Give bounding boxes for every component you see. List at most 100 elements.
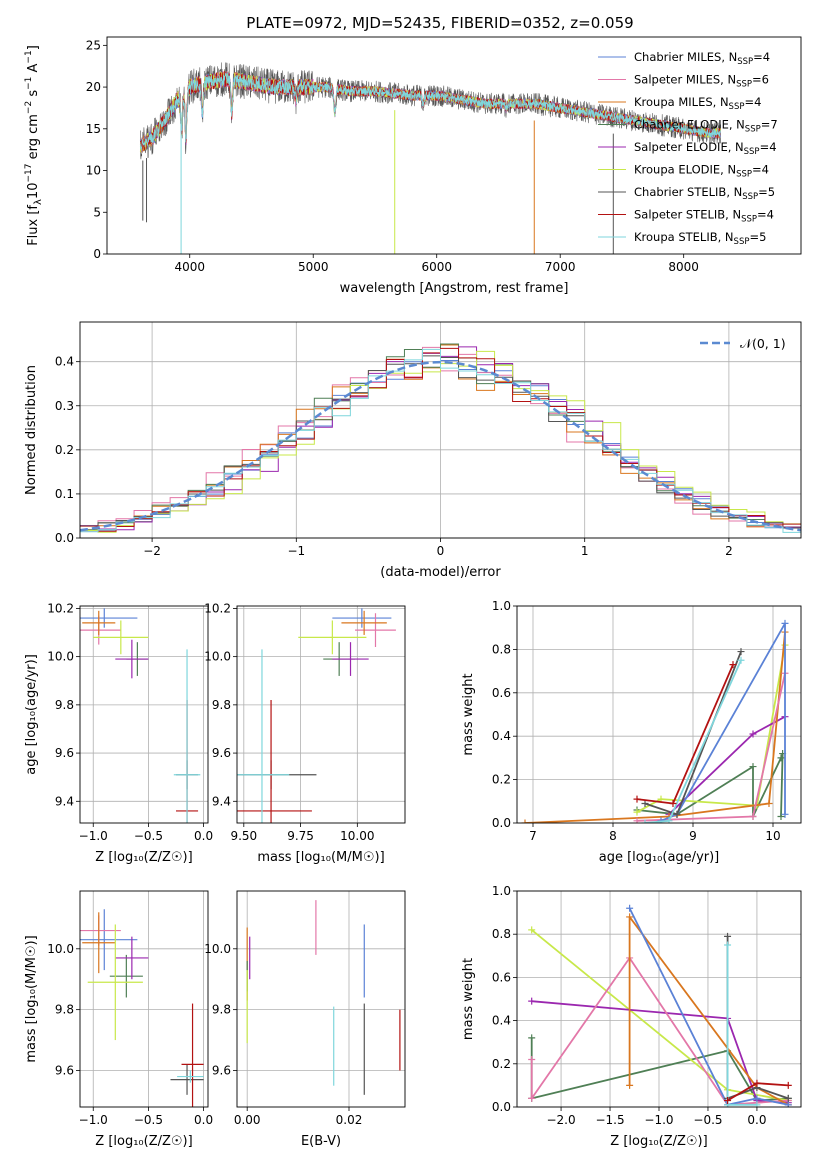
- normal-reference-curve: [80, 360, 801, 532]
- x-axis-label: E(B-V): [301, 1134, 341, 1149]
- weight-marker-7: [753, 1079, 761, 1087]
- legend-sub: SSP: [729, 102, 745, 112]
- weight-marker-6: [724, 932, 732, 940]
- weight-line-2: [628, 916, 789, 1106]
- legend-tail: =7: [761, 118, 778, 132]
- y-tick-label: 9.4: [212, 794, 231, 808]
- y-tick-label: 1.0: [492, 884, 511, 898]
- weight-marker-5: [528, 926, 536, 934]
- legend-name: Kroupa ELODIE, N: [634, 163, 736, 177]
- x-tick-label: −1.0: [79, 829, 108, 843]
- weight-marker-7: [784, 1081, 792, 1089]
- weight-marker-0: [781, 619, 789, 627]
- x-tick-label: 0: [437, 544, 445, 558]
- y-tick-label: 0: [93, 247, 101, 261]
- legend-tail: =5: [758, 185, 775, 199]
- axes-frame: [516, 605, 802, 824]
- y-tick-label: 10.0: [47, 942, 74, 956]
- y-axis-label-part: λ: [33, 199, 44, 205]
- y-tick-label: 0.4: [492, 729, 511, 743]
- y-axis-label: mass weight: [461, 673, 476, 755]
- y-tick-label: 10.2: [47, 601, 74, 615]
- weight-marker-6: [784, 1094, 792, 1102]
- y-tick-label: 0.2: [492, 773, 511, 787]
- legend-sub: SSP: [737, 57, 753, 67]
- x-tick-label: 10.00: [340, 829, 374, 843]
- plot-area: [528, 904, 792, 1107]
- x-tick-label: 7000: [545, 260, 576, 274]
- x-tick-label: −1.5: [595, 1113, 624, 1127]
- x-tick-label: 9.50: [230, 829, 257, 843]
- x-tick-label: 9: [689, 829, 697, 843]
- legend-entry: Kroupa MILES, NSSP=4: [634, 95, 761, 112]
- y-tick-label: 9.8: [212, 1003, 231, 1017]
- legend-entry: 𝒩(0, 1): [740, 336, 786, 351]
- y-axis-label-part: −2: [24, 101, 34, 114]
- y-axis-label: Flux [fλ10−17 erg cm−2 s−1 A−1]: [24, 45, 44, 246]
- axes-frame: [236, 605, 406, 824]
- panel-residual_hist: −2 −1 0 1 2 0.0 0.1 0.2 0.3 0.4 (data-model)/error…: [24, 321, 802, 580]
- x-axis-label: Z [log₁₀(Z/Z☉)]: [95, 850, 192, 865]
- x-tick-label: 0.0: [194, 829, 213, 843]
- legend-sub: SSP: [742, 192, 758, 202]
- legend-name: Chabrier MILES, N: [634, 50, 737, 64]
- legend-sub: SSP: [736, 170, 752, 180]
- weight-marker-1: [528, 1055, 536, 1063]
- weight-marker-2: [626, 913, 634, 921]
- legend-entry: Chabrier STELIB, NSSP=5: [634, 185, 775, 202]
- weight-marker-4: [749, 730, 757, 738]
- legend-tail: =5: [749, 230, 766, 244]
- weight-marker-1: [749, 812, 757, 820]
- x-tick-label: 4000: [174, 260, 205, 274]
- y-tick-label: 9.6: [55, 1063, 74, 1077]
- x-axis-label: Z [log₁₀(Z/Z☉)]: [95, 1134, 192, 1149]
- weight-marker-3: [777, 754, 785, 762]
- axes-frame: [79, 890, 209, 1108]
- panel-mass_vs_Z: −1.0 −0.5 0.0 9.6 9.8 10.0 Z [log₁₀(Z/Z☉)] mass…: [24, 890, 213, 1149]
- x-tick-label: 8000: [668, 260, 699, 274]
- y-axis-label-part: −17: [24, 164, 34, 183]
- legend-name: Salpeter STELIB, N: [634, 208, 741, 222]
- weight-marker-4: [528, 997, 536, 1005]
- axes-frame: [79, 605, 209, 824]
- x-tick-label: −2.0: [546, 1113, 575, 1127]
- x-tick-label: −0.5: [693, 1113, 722, 1127]
- legend-entry: Salpeter ELODIE, NSSP=4: [634, 140, 777, 157]
- x-axis-label: age [log₁₀(age/yr)]: [599, 850, 720, 865]
- axes-frame: [106, 36, 802, 255]
- weight-marker-8: [753, 1101, 761, 1107]
- legend-entry: Salpeter STELIB, NSSP=4: [634, 208, 774, 225]
- weight-marker-8: [641, 819, 649, 823]
- x-tick-label: 5000: [298, 260, 329, 274]
- y-axis-label-part: erg cm: [26, 114, 41, 163]
- x-tick-label: −1.0: [644, 1113, 673, 1127]
- legend-tail: =4: [757, 208, 774, 222]
- panel-spectrum: 4000 5000 6000 7000 8000 0 5 10 15 20 25 wavelength…: [24, 36, 802, 296]
- weight-marker-6: [641, 799, 649, 807]
- y-tick-label: 9.8: [55, 1003, 74, 1017]
- plot-area: [246, 900, 401, 1095]
- weight-marker-3: [749, 763, 757, 771]
- x-tick-label: −2: [143, 544, 161, 558]
- axes-frame: [516, 890, 802, 1108]
- legend-tail: =4: [744, 95, 761, 109]
- x-tick-label: −1.0: [79, 1113, 108, 1127]
- legend-sub: SSP: [745, 125, 761, 135]
- y-tick-label: 0.2: [492, 1057, 511, 1071]
- y-tick-label: 10.0: [47, 650, 74, 664]
- weight-line-6: [726, 936, 789, 1100]
- panel-mass_weight_vs_Z: −2.0 −1.5 −1.0 −0.5 0.0 0.0 0.2 0.4 0.6 0.8 1.0 Z […: [461, 884, 802, 1149]
- y-axis-label-part: −1: [24, 50, 34, 63]
- x-tick-label: 7: [529, 829, 537, 843]
- weight-line-5: [531, 929, 789, 1102]
- plot-area: [521, 619, 789, 823]
- axes-frame: [236, 890, 406, 1108]
- x-axis-label: Z [log₁₀(Z/Z☉)]: [610, 1134, 707, 1149]
- y-axis-label: mass [log₁₀(M/M☉)]: [24, 935, 39, 1062]
- y-tick-label: 10.2: [204, 601, 231, 615]
- weight-marker-3: [528, 1034, 536, 1042]
- legend-tail: =4: [760, 140, 777, 154]
- x-tick-label: 0.0: [194, 1113, 213, 1127]
- legend-name: Chabrier STELIB, N: [634, 185, 742, 199]
